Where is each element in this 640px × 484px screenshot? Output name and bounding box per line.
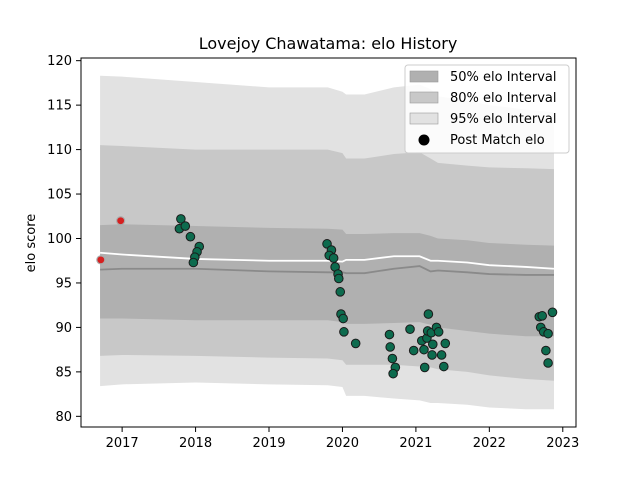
post-match-point <box>419 344 429 355</box>
post-match-point-highlight <box>116 216 126 226</box>
y-axis-label: elo score <box>24 214 39 273</box>
post-match-point <box>440 338 451 349</box>
y-tick-label: 90 <box>55 321 72 336</box>
legend: 50% elo Interval 80% elo Interval 95% elo … <box>404 64 570 154</box>
trend-lines <box>100 251 555 276</box>
legend-label: 80% elo Interval <box>450 91 557 106</box>
x-tick-label: 2018 <box>179 436 212 451</box>
post-match-point <box>176 214 186 224</box>
x-axis: 2017 2018 2019 2020 2021 2022 2023 <box>106 427 579 451</box>
post-match-point <box>543 358 553 368</box>
post-match-point <box>427 339 438 350</box>
band-50-interval <box>100 224 554 337</box>
axes-frame <box>80 57 577 428</box>
post-match-point <box>188 257 199 268</box>
post-match-point <box>537 311 548 321</box>
post-match-point <box>419 362 430 373</box>
post-match-point <box>408 345 419 356</box>
x-tick-label: 2020 <box>326 436 359 451</box>
plot-area <box>96 75 558 410</box>
legend-frame <box>404 64 570 154</box>
y-tick-label: 80 <box>55 410 72 425</box>
legend-swatch <box>409 112 439 125</box>
post-match-point <box>405 324 415 334</box>
post-match-point <box>543 328 553 339</box>
y-tick-label: 95 <box>55 276 72 291</box>
post-match-point <box>185 231 196 242</box>
post-match-point <box>350 338 361 349</box>
post-match-point <box>436 350 447 360</box>
legend-label: Post Match elo <box>450 133 545 148</box>
post-match-point <box>387 353 398 364</box>
post-match-points <box>96 214 558 379</box>
post-match-point <box>547 307 558 318</box>
x-tick-label: 2017 <box>106 436 139 451</box>
post-match-point <box>385 342 395 352</box>
post-match-point <box>180 221 191 231</box>
legend-swatch <box>409 70 439 83</box>
legend-label: 50% elo Interval <box>450 70 557 85</box>
x-tick-label: 2019 <box>252 436 285 451</box>
post-match-point-highlight <box>96 255 106 265</box>
y-tick-label: 120 <box>47 54 72 69</box>
post-match-point <box>328 253 339 263</box>
y-axis: 80 85 90 95 100 105 110 115 120 <box>47 54 81 425</box>
post-match-point <box>384 329 395 340</box>
legend-marker <box>418 134 430 146</box>
post-match-point <box>339 327 349 337</box>
post-match-point <box>423 309 434 319</box>
chart-title: Lovejoy Chawatama: elo History <box>199 34 458 53</box>
post-match-point <box>335 287 346 297</box>
post-match-point <box>338 313 348 324</box>
mean-line <box>100 251 555 270</box>
x-tick-label: 2023 <box>546 436 579 451</box>
x-tick-label: 2021 <box>399 436 432 451</box>
legend-label: 95% elo Interval <box>450 112 557 127</box>
y-tick-label: 110 <box>47 143 72 158</box>
post-match-point <box>433 327 444 337</box>
legend-swatch <box>409 91 439 104</box>
post-match-point <box>333 273 344 284</box>
y-tick-label: 85 <box>55 365 72 380</box>
x-tick-label: 2022 <box>473 436 506 451</box>
median-line <box>100 265 554 276</box>
post-match-point <box>541 345 551 356</box>
post-match-point <box>427 350 437 360</box>
y-tick-label: 100 <box>47 232 72 247</box>
y-tick-label: 105 <box>47 188 72 203</box>
post-match-point <box>439 361 449 372</box>
y-tick-label: 115 <box>47 99 72 114</box>
post-match-point <box>388 368 398 379</box>
